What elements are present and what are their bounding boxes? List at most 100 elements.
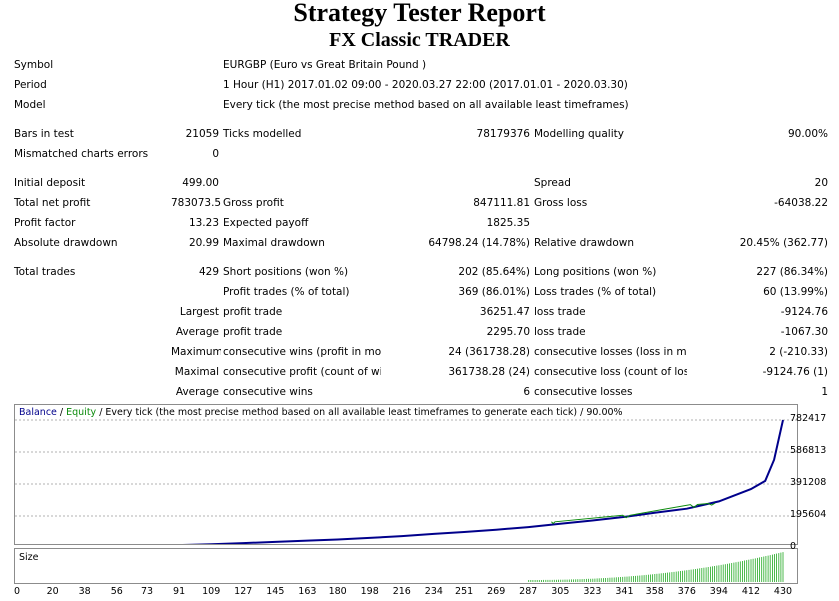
netprofit-label: Total net profit bbox=[14, 197, 91, 209]
size-bar bbox=[752, 558, 754, 582]
size-bar bbox=[682, 570, 683, 582]
size-bar bbox=[551, 579, 553, 582]
maximal-profit-value: 361738.28 (24) bbox=[448, 366, 530, 378]
model-label: Model bbox=[14, 99, 46, 111]
size-bar bbox=[628, 576, 630, 582]
maximal-label: Maximal bbox=[174, 366, 219, 378]
absdd-value: 20.99 bbox=[188, 237, 219, 249]
largest-loss-label: loss trade bbox=[534, 306, 586, 318]
size-bar bbox=[654, 574, 656, 582]
x-tick-label: 251 bbox=[455, 586, 474, 597]
period-label: Period bbox=[14, 79, 47, 91]
size-bar bbox=[564, 579, 566, 582]
size-bar bbox=[684, 570, 686, 582]
size-bar bbox=[583, 579, 585, 582]
x-tick-label: 163 bbox=[298, 586, 317, 597]
x-tick-label: 358 bbox=[645, 586, 664, 597]
x-tick-label: 20 bbox=[46, 586, 59, 597]
size-label: Size bbox=[19, 552, 39, 563]
size-bar bbox=[635, 575, 636, 582]
losstrades-value: 60 (13.99%) bbox=[763, 286, 829, 298]
x-tick-label: 323 bbox=[583, 586, 602, 597]
x-tick-label: 341 bbox=[615, 586, 634, 597]
long-value: 227 (86.34%) bbox=[756, 266, 829, 278]
avg-wins-value: 6 bbox=[523, 386, 530, 398]
largest-label: Largest bbox=[179, 306, 219, 318]
size-bar bbox=[710, 566, 711, 582]
size-bar bbox=[757, 557, 758, 582]
size-bar bbox=[669, 572, 671, 582]
maxdd-label: Maximal drawdown bbox=[223, 237, 325, 249]
grossprofit-value: 847111.81 bbox=[473, 197, 530, 209]
size-bar bbox=[641, 575, 643, 582]
size-bar bbox=[737, 561, 739, 582]
size-bar bbox=[579, 579, 581, 582]
size-bar bbox=[538, 580, 540, 582]
size-bar bbox=[714, 566, 715, 582]
legend-sep: / bbox=[56, 407, 67, 418]
average-profit-label: profit trade bbox=[223, 326, 283, 338]
x-tick-label: 394 bbox=[709, 586, 728, 597]
size-bar bbox=[648, 574, 649, 582]
size-bar bbox=[727, 563, 728, 582]
size-bar bbox=[724, 564, 726, 582]
maximal-profit-label: consecutive profit (count of wins) bbox=[223, 366, 381, 378]
x-tick-label: 73 bbox=[140, 586, 154, 597]
size-chart-svg bbox=[528, 552, 784, 582]
bars-label: Bars in test bbox=[14, 128, 74, 140]
mismatch-label: Mismatched charts errors bbox=[14, 148, 149, 160]
symbol-value: EURGBP (Euro vs Great Britain Pound ) bbox=[223, 59, 427, 71]
size-bar bbox=[645, 574, 647, 582]
x-tick-label: 412 bbox=[741, 586, 760, 597]
size-bar bbox=[722, 564, 724, 582]
size-bar bbox=[660, 573, 662, 582]
trades-label: Total trades bbox=[14, 266, 76, 278]
payoff-label: Expected payoff bbox=[223, 217, 309, 229]
largest-loss-value: -9124.76 bbox=[780, 306, 829, 318]
size-bar bbox=[558, 579, 559, 582]
ticks-label: Ticks modelled bbox=[223, 128, 302, 140]
size-bar bbox=[744, 560, 745, 582]
maximal-loss-value: -9124.76 (1) bbox=[762, 366, 829, 378]
size-bar bbox=[611, 577, 613, 582]
size-bar bbox=[772, 554, 773, 582]
size-bar bbox=[633, 576, 634, 582]
size-bar bbox=[622, 576, 624, 582]
size-bar bbox=[690, 569, 692, 582]
average-loss-value: -1067.30 bbox=[780, 326, 829, 338]
size-bar bbox=[667, 572, 668, 582]
size-bar bbox=[697, 568, 698, 582]
max-wins-value: 24 (361738.28) bbox=[448, 346, 530, 358]
size-bar bbox=[571, 579, 572, 582]
bars-value: 21059 bbox=[185, 128, 219, 140]
size-bar bbox=[630, 576, 632, 582]
size-bar bbox=[652, 574, 653, 582]
size-bar bbox=[774, 554, 775, 582]
size-bar bbox=[742, 561, 743, 582]
y-tick-label: 391208 bbox=[790, 477, 827, 488]
equity-line bbox=[551, 502, 716, 525]
x-tick-label: 305 bbox=[551, 586, 570, 597]
x-tick-label: 287 bbox=[519, 586, 538, 597]
size-bar bbox=[703, 567, 705, 582]
avg-losses-value: 1 bbox=[821, 386, 829, 398]
size-bar bbox=[650, 574, 651, 582]
size-bar bbox=[692, 569, 694, 582]
size-bar bbox=[560, 579, 562, 582]
legend-equity: Equity bbox=[66, 407, 97, 418]
maximal-loss-label: consecutive loss (count of losses) bbox=[534, 366, 687, 378]
x-tick-label: 376 bbox=[677, 586, 696, 597]
size-bar bbox=[699, 568, 701, 582]
y-tick-label: 782417 bbox=[790, 413, 827, 424]
average-profit-value: 2295.70 bbox=[486, 326, 530, 338]
size-bar bbox=[562, 579, 564, 582]
size-bar bbox=[748, 559, 750, 582]
size-bar bbox=[662, 573, 664, 582]
size-bar bbox=[750, 559, 752, 582]
quality-value: 90.00% bbox=[787, 128, 829, 140]
size-bar bbox=[575, 579, 577, 582]
size-bar bbox=[536, 580, 538, 582]
report-table: Symbol EURGBP (Euro vs Great Britain Pou… bbox=[12, 55, 830, 402]
size-bar bbox=[586, 578, 587, 582]
size-bar bbox=[598, 578, 600, 582]
